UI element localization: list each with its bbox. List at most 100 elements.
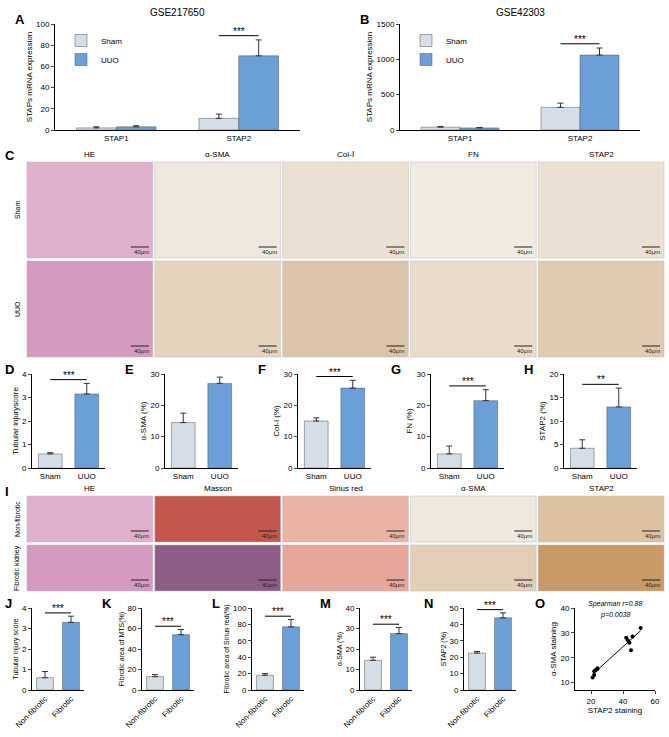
svg-text:Non-fibrotic: Non-fibrotic (14, 501, 21, 537)
svg-text:20: 20 (237, 669, 246, 678)
svg-text:1500: 1500 (377, 20, 395, 29)
svg-text:80: 80 (40, 41, 49, 50)
svg-text:D: D (5, 362, 14, 377)
svg-text:30: 30 (283, 370, 292, 379)
svg-text:40μm: 40μm (645, 348, 660, 354)
svg-text:40μm: 40μm (262, 249, 277, 255)
svg-text:40μm: 40μm (517, 348, 532, 354)
svg-text:p=0.0038: p=0.0038 (600, 611, 630, 619)
svg-text:Non-fibrotic: Non-fibrotic (342, 694, 377, 729)
svg-text:2: 2 (22, 417, 27, 426)
svg-text:40: 40 (560, 604, 569, 613)
svg-text:α-SMA (%): α-SMA (%) (139, 401, 148, 440)
svg-text:20: 20 (587, 697, 596, 706)
svg-text:40μm: 40μm (262, 348, 277, 354)
svg-text:40: 40 (449, 620, 458, 629)
svg-text:1: 1 (22, 440, 27, 449)
svg-text:30: 30 (150, 370, 159, 379)
svg-text:0: 0 (22, 464, 27, 473)
svg-text:L: L (212, 596, 220, 611)
svg-text:40μm: 40μm (134, 582, 149, 588)
svg-text:O: O (535, 596, 545, 611)
svg-text:N: N (424, 596, 433, 611)
svg-text:α-SMA (%): α-SMA (%) (336, 632, 344, 666)
svg-text:J: J (5, 596, 12, 611)
svg-text:UUO: UUO (14, 301, 21, 317)
svg-text:20: 20 (283, 401, 292, 410)
svg-text:0: 0 (554, 464, 559, 473)
svg-text:UUO: UUO (610, 472, 628, 481)
svg-text:Col-I (%): Col-I (%) (272, 405, 281, 437)
svg-text:HE: HE (84, 150, 95, 159)
svg-text:***: *** (162, 616, 174, 627)
svg-text:40: 40 (345, 604, 354, 613)
svg-text:15: 15 (549, 393, 558, 402)
svg-text:STAP2: STAP2 (226, 134, 251, 143)
svg-text:α-SMA: α-SMA (205, 150, 230, 159)
svg-text:FN: FN (468, 150, 479, 159)
svg-text:40μm: 40μm (645, 582, 660, 588)
svg-text:60: 60 (40, 62, 49, 71)
svg-text:***: *** (272, 606, 284, 617)
svg-text:80: 80 (237, 620, 246, 629)
svg-text:Fibrotic: Fibrotic (270, 694, 295, 719)
svg-text:B: B (360, 12, 369, 27)
svg-text:30: 30 (449, 637, 458, 646)
svg-text:0: 0 (242, 686, 247, 695)
svg-text:α-SMA staining: α-SMA staining (549, 622, 558, 676)
svg-text:GSE217650: GSE217650 (150, 7, 205, 18)
svg-text:0: 0 (421, 464, 426, 473)
svg-text:***: *** (462, 376, 474, 387)
svg-text:***: *** (380, 614, 392, 625)
svg-text:UUO: UUO (344, 472, 362, 481)
svg-text:40μm: 40μm (262, 582, 277, 588)
svg-text:20: 20 (40, 105, 49, 114)
svg-text:STAP2: STAP2 (589, 150, 614, 159)
svg-text:20: 20 (150, 401, 159, 410)
svg-text:***: *** (574, 34, 586, 45)
svg-text:0: 0 (288, 464, 293, 473)
svg-text:Fibrotic area of MTS(%): Fibrotic area of MTS(%) (118, 612, 126, 686)
svg-text:20: 20 (449, 653, 458, 662)
svg-text:Non-fibrotic: Non-fibrotic (446, 694, 481, 729)
svg-text:10: 10 (283, 432, 292, 441)
svg-text:STAPs mRNA expression: STAPs mRNA expression (365, 32, 374, 123)
svg-text:Sham: Sham (306, 472, 327, 481)
svg-text:50: 50 (449, 604, 458, 613)
svg-text:Fibrotic: Fibrotic (378, 694, 403, 719)
svg-text:40μm: 40μm (517, 582, 532, 588)
svg-text:UUO: UUO (477, 472, 495, 481)
svg-text:Spearman r=0.88: Spearman r=0.88 (588, 600, 642, 608)
svg-text:4: 4 (22, 604, 27, 613)
svg-text:***: *** (233, 26, 245, 37)
svg-text:STAP2 (%): STAP2 (%) (440, 632, 448, 667)
svg-text:STAP2: STAP2 (568, 134, 593, 143)
svg-text:20: 20 (549, 370, 558, 379)
svg-text:3: 3 (22, 393, 27, 402)
svg-text:Fibrotic: Fibrotic (50, 694, 75, 719)
svg-text:80: 80 (127, 604, 136, 613)
svg-text:Fibrotic area of Sirius red(%): Fibrotic area of Sirius red(%) (223, 604, 231, 693)
svg-text:40μm: 40μm (389, 249, 404, 255)
svg-text:20: 20 (560, 654, 569, 663)
svg-text:Fibrotic: Fibrotic (160, 694, 185, 719)
svg-text:0: 0 (155, 464, 160, 473)
svg-text:UUO: UUO (446, 56, 464, 65)
svg-text:***: *** (52, 603, 64, 614)
svg-text:40: 40 (127, 645, 136, 654)
svg-text:HE: HE (84, 484, 95, 493)
svg-text:5: 5 (554, 440, 559, 449)
svg-text:GSE42303: GSE42303 (496, 7, 545, 18)
svg-text:40μm: 40μm (645, 249, 660, 255)
svg-text:40μm: 40μm (262, 533, 277, 539)
svg-text:20: 20 (345, 645, 354, 654)
svg-text:10: 10 (449, 669, 458, 678)
svg-text:40μm: 40μm (389, 533, 404, 539)
svg-text:Sham: Sham (40, 472, 61, 481)
svg-text:100: 100 (233, 604, 247, 613)
svg-text:FN (%): FN (%) (405, 408, 414, 434)
svg-text:10: 10 (560, 678, 569, 687)
svg-text:10: 10 (150, 432, 159, 441)
svg-text:40: 40 (40, 83, 49, 92)
svg-text:1: 1 (22, 665, 27, 674)
